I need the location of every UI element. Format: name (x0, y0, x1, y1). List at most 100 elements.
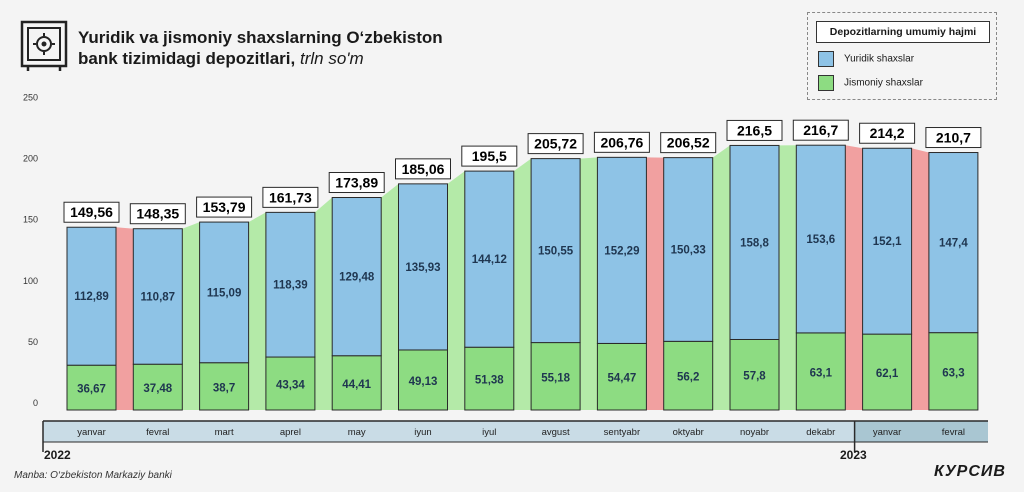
legend-label-individual: Jismoniy shaxslar (844, 77, 923, 89)
total-label-box (196, 196, 253, 218)
data-label-individual: 62,1 (876, 368, 899, 380)
title-unit: trln so'm (299, 49, 364, 68)
x-axis-band-2022 (43, 421, 855, 442)
total-label-box (328, 172, 385, 194)
x-tick-label: iyun (414, 427, 431, 438)
total-label-box (395, 158, 451, 180)
change-band (779, 145, 797, 410)
brand-logo: КУРСИВ (934, 463, 1006, 480)
x-tick-label: fevral (942, 427, 965, 438)
data-label-individual: 44,41 (342, 379, 371, 391)
bar-individual (66, 364, 117, 411)
x-tick-label: yanvar (873, 427, 902, 438)
total-label: 206,76 (600, 134, 643, 150)
y-tick-label: 50 (28, 337, 38, 347)
bar-individual (331, 355, 382, 411)
data-label-legal: 110,87 (141, 291, 176, 303)
y-tick-label: 100 (23, 276, 38, 286)
total-label: 185,06 (402, 161, 445, 177)
total-label: 216,7 (803, 122, 838, 138)
total-label: 214,2 (870, 125, 905, 141)
bar-legal (398, 183, 448, 351)
bar-individual (795, 332, 846, 411)
x-tick-label: sentyabr (604, 427, 640, 438)
change-band (646, 157, 664, 410)
bar-legal (530, 158, 581, 344)
bar-individual (265, 356, 316, 411)
change-band (580, 157, 598, 410)
bar-legal (928, 152, 979, 334)
legend-swatch-legal (818, 51, 834, 67)
y-axis: 0 50 100 150 200 250 (23, 93, 38, 409)
data-label-individual: 63,3 (942, 367, 964, 379)
total-label: 205,72 (534, 136, 577, 152)
data-labels: 36,67 112,89 149,56 37,48 110,87 148,35 38,7 11… (63, 119, 982, 396)
total-label: 195,5 (472, 148, 507, 164)
total-label-box (593, 131, 650, 153)
x-tick-label: may (348, 427, 366, 438)
data-label-individual: 38,7 (213, 382, 235, 394)
total-label: 216,5 (737, 122, 772, 138)
source-note: Manba: O‘zbekiston Markaziy banki (14, 470, 172, 481)
data-label-legal: 152,1 (873, 236, 902, 248)
title-line-1: Yuridik va jismoniy shaxslarning O‘zbeki… (78, 28, 443, 47)
data-label-legal: 150,33 (671, 244, 706, 256)
total-label-box (859, 122, 916, 144)
title-line-2: bank tizimidagi depozitlari, trln so'm (78, 48, 443, 69)
total-label-box (660, 132, 717, 154)
safe-icon (20, 20, 68, 71)
x-axis-band-2023 (854, 421, 988, 442)
bar-individual (862, 333, 913, 411)
bar-legal (66, 226, 117, 366)
x-tick-label: oktyabr (673, 427, 704, 438)
x-tick-label: dekabr (806, 427, 835, 438)
change-band (447, 171, 465, 410)
legend-label-legal: Yuridik shaxslar (844, 53, 915, 65)
change-band (314, 197, 333, 410)
legend: Depozitlarning umumiy hajmi Yuridik shax… (807, 12, 997, 100)
data-label-legal: 129,48 (339, 272, 375, 284)
legend-swatch-individual (818, 75, 834, 91)
change-band (712, 145, 730, 410)
total-label: 173,89 (335, 175, 378, 191)
change-band (248, 212, 266, 410)
data-label-individual: 36,67 (77, 384, 106, 396)
y-tick-label: 0 (33, 398, 38, 408)
data-label-individual: 57,8 (743, 371, 766, 383)
legend-title: Depozitlarning umumiy hajmi (816, 21, 990, 43)
y-tick-label: 200 (23, 154, 38, 164)
change-band (513, 158, 532, 410)
x-tick-label: aprel (280, 427, 301, 438)
x-tick-label: iyul (482, 427, 496, 438)
data-label-individual: 55,18 (541, 372, 570, 384)
bar-legal (199, 221, 250, 364)
x-axis: yanvar fevral mart aprel may iyun iyul avgust se… (42, 420, 988, 452)
bar-legal (132, 228, 183, 365)
x-tick-label: mart (215, 427, 234, 438)
bar-legal (464, 170, 515, 348)
data-label-legal: 158,8 (740, 237, 769, 249)
data-label-individual: 37,48 (143, 383, 172, 395)
data-label-individual: 51,38 (475, 375, 504, 387)
total-label: 148,35 (136, 206, 179, 222)
bar-individual (132, 363, 183, 411)
bar-individual (199, 362, 250, 411)
total-label-box (129, 203, 186, 225)
change-band (381, 183, 399, 410)
change-band (845, 145, 863, 410)
data-label-individual: 49,13 (409, 376, 438, 388)
legend-item-legal: Yuridik shaxslar (818, 51, 914, 68)
data-label-individual: 56,2 (677, 372, 699, 384)
bar-individual (596, 342, 647, 411)
total-label-box (726, 119, 783, 141)
total-label-box (792, 119, 849, 141)
bar-individual (729, 338, 780, 411)
bar-legal (663, 157, 714, 342)
total-label-box (925, 127, 982, 149)
x-tick-label: noyabr (740, 427, 769, 438)
change-bands (116, 145, 929, 410)
total-label: 206,52 (667, 135, 710, 151)
legend-item-individual: Jismoniy shaxslar (818, 75, 923, 92)
data-label-legal: 153,6 (806, 234, 835, 246)
bar-legal (795, 144, 846, 334)
